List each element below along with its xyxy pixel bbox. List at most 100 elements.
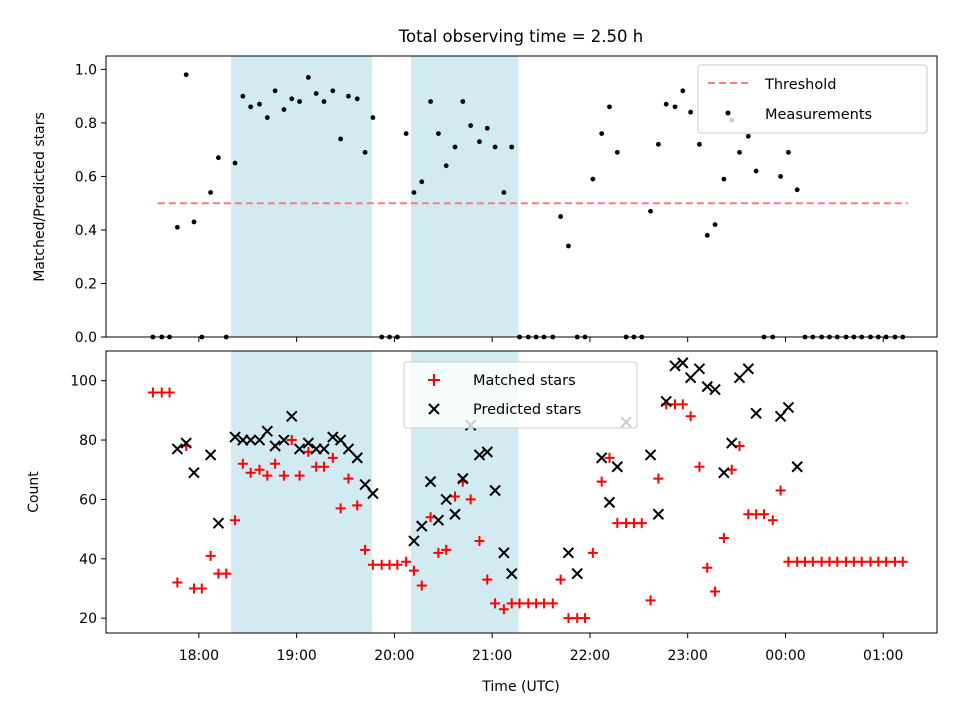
measurement-point: [208, 190, 214, 195]
predicted-star-point: [669, 360, 681, 372]
measurement-point: [403, 131, 409, 137]
predicted-star-point: [261, 425, 274, 437]
matched-star-point: [718, 533, 729, 544]
measurement-point: [174, 224, 180, 230]
top-legend: Threshold Measurements: [697, 64, 928, 134]
x-tick-label: 01:00: [863, 648, 903, 664]
predicted-star-point: [278, 434, 290, 446]
measurement-point: [443, 163, 449, 169]
bottom-legend: Matched stars Predicted stars: [403, 361, 638, 429]
measurement-point: [216, 155, 221, 161]
x-tick-label: 23:00: [668, 648, 708, 664]
legend-predicted-marker: [428, 403, 440, 415]
predicted-star-point: [432, 514, 445, 526]
top-y-ticks: 0.0 0.2 0.4 0.6 0.8 1.0: [75, 62, 106, 346]
predicted-star-point: [171, 443, 184, 455]
predicted-star-point: [718, 466, 730, 479]
matched-star-point: [547, 598, 558, 609]
matched-star-point: [767, 515, 778, 526]
predicted-star-point: [693, 363, 706, 375]
predicted-star-point: [302, 437, 315, 449]
predicted-star-point: [774, 410, 787, 423]
predicted-star-point: [408, 535, 420, 547]
matched-star-point: [278, 470, 289, 481]
legend-matched-label: Matched stars: [473, 373, 576, 389]
predicted-star-point: [244, 434, 257, 446]
top-legend-box: [697, 64, 928, 134]
measurement-point: [232, 160, 238, 166]
predicted-star-point: [603, 496, 616, 509]
measurement-point: [778, 174, 783, 179]
matched-star-point: [343, 473, 354, 484]
matched-star-point: [450, 491, 461, 502]
matched-star-point: [807, 556, 818, 567]
legend-matched-marker: [428, 374, 440, 386]
predicted-star-point: [449, 508, 461, 520]
matched-star-point: [563, 613, 574, 624]
matched-star-point: [360, 544, 371, 555]
predicted-star-point: [286, 410, 298, 423]
matched-star-point: [401, 556, 412, 567]
predicted-star-point: [327, 431, 339, 443]
measurement-point: [477, 139, 482, 145]
x-tick-label: 00:00: [765, 648, 805, 664]
y-tick-label: 1.0: [75, 62, 97, 78]
matched-star-point: [262, 470, 273, 481]
predicted-star-point: [457, 472, 469, 485]
measurement-point: [460, 99, 466, 104]
measurement-point: [785, 149, 791, 155]
predicted-star-point: [498, 547, 510, 559]
bottom-plot-frame: [105, 350, 938, 634]
matched-star-point: [327, 452, 338, 463]
matched-star-point: [677, 399, 688, 410]
matched-star-point: [636, 518, 647, 529]
matched-star-point: [587, 547, 598, 558]
matched-star-point: [196, 583, 207, 594]
top-y-axis-label: Matched/Predicted stars: [32, 112, 48, 282]
measurement-point: [704, 232, 710, 238]
matched-star-point: [514, 598, 525, 609]
measurement-point: [509, 144, 515, 150]
x-tick-label: 18:00: [179, 648, 219, 664]
bottom-panel: 20 40 60 80 100 18:00 19:00 20:00 21:00 22:00 23:…: [26, 350, 938, 695]
measurement-point: [501, 190, 507, 195]
matched-star-point: [474, 535, 485, 546]
predicted-star-point: [367, 487, 379, 500]
predicted-star-point: [481, 446, 493, 458]
bottom-legend-box: [403, 361, 638, 429]
predicted-star-point: [791, 461, 803, 473]
x-tick-label: 20:00: [374, 648, 414, 664]
measurement-point: [680, 88, 686, 94]
measurement-point: [566, 243, 571, 249]
matched-star-point: [319, 461, 330, 472]
measurement-point: [590, 176, 596, 182]
matched-star-point: [172, 577, 183, 588]
matched-star-point: [482, 574, 493, 585]
top-chart-title: Total observing time = 2.50 h: [398, 27, 643, 46]
matched-star-point: [498, 604, 509, 615]
predicted-star-point: [611, 461, 624, 473]
predicted-star-point: [351, 452, 363, 464]
y-tick-label: 60: [79, 492, 97, 508]
predicted-star-point: [359, 478, 371, 491]
y-tick-label: 0.2: [75, 276, 97, 292]
legend-measurement-label: Measurements: [765, 107, 872, 123]
matched-star-point: [653, 473, 664, 484]
matched-star-point: [164, 387, 175, 398]
matched-star-point: [221, 568, 232, 579]
measurement-point: [688, 109, 694, 115]
measurement-point: [721, 176, 727, 182]
matched-star-point: [832, 556, 843, 567]
legend-predicted-label: Predicted stars: [473, 402, 581, 418]
matched-star-point: [783, 556, 794, 567]
matched-star-point: [303, 446, 314, 457]
matched-star-point: [758, 509, 769, 520]
measurement-point: [257, 101, 262, 107]
matched-star-point: [538, 598, 549, 609]
predicted-star-point: [473, 449, 486, 461]
measurement-point: [794, 187, 800, 193]
predicted-star-point: [204, 449, 217, 461]
matched-star-point: [147, 387, 158, 398]
predicted-star-point: [742, 363, 755, 375]
